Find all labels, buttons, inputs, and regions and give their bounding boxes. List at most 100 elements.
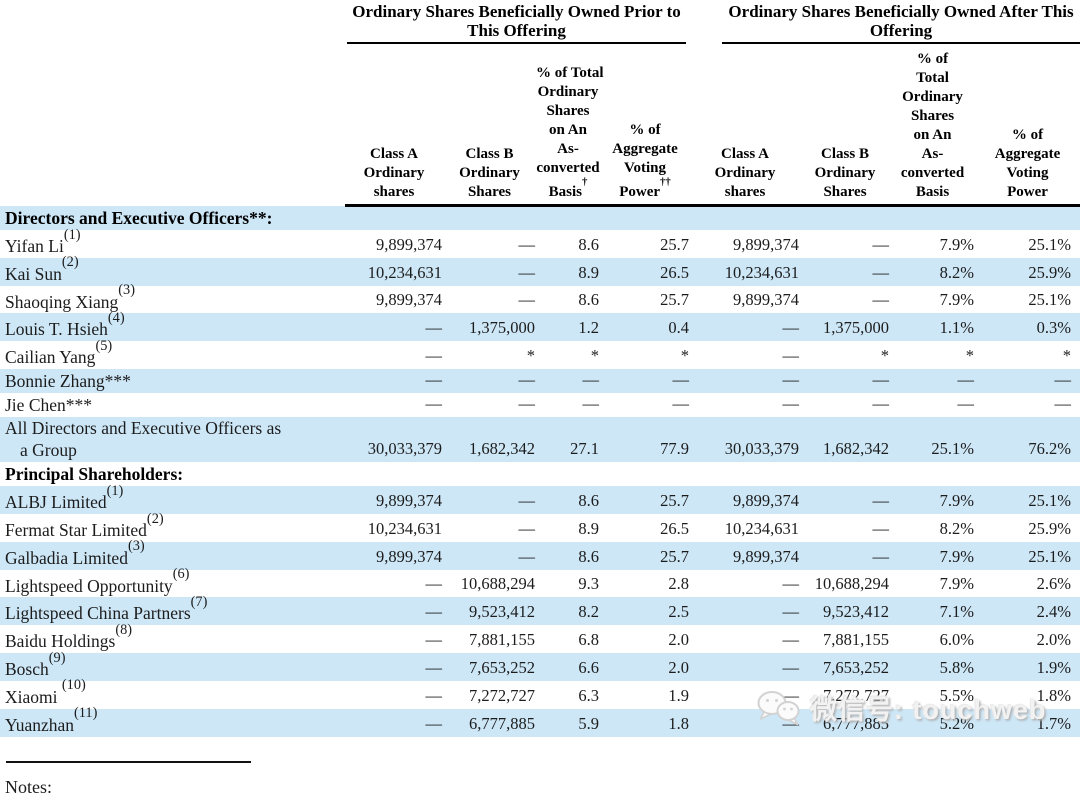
table-row: Fermat Star Limited(2) 10,234,631 — 8.9 26.5…	[0, 511, 1080, 542]
value-cell: 2.0	[668, 630, 690, 650]
value-cell: 8.6	[578, 234, 599, 254]
shareholder-name: Cailian Yang(5)	[5, 337, 113, 368]
value-cell: 6,777,885	[469, 713, 535, 733]
value-cell: 7.1%	[939, 602, 975, 622]
table-row: Baidu Holdings(8) — 7,881,155 6.8 2.0 — 7,881,…	[0, 621, 1080, 653]
value-cell: —	[872, 490, 890, 510]
value-cell: —	[782, 685, 800, 705]
column-header-2: % of Total Ordinary Shares on An As-converte…	[536, 44, 604, 207]
table-row: Yifan Li(1) 9,899,374 — 8.6 25.7 9,899,374 — 7.…	[0, 227, 1080, 258]
value-cell: 5.8%	[939, 657, 975, 677]
value-cell: 8.6	[578, 490, 599, 510]
value-cell: 9,899,374	[376, 234, 442, 254]
shareholder-name: Baidu Holdings(8)	[5, 621, 133, 652]
value-cell: —	[425, 630, 443, 650]
value-cell: —	[518, 394, 536, 414]
value-cell: —	[872, 518, 890, 538]
value-cell: 1,375,000	[823, 318, 890, 338]
value-cell: 2.5	[668, 602, 690, 622]
value-cell: 2.0	[668, 657, 690, 677]
value-cell: 25.1%	[1028, 546, 1072, 566]
column-header-1: Class B Ordinary Shares	[443, 44, 536, 207]
value-cell: 7,272,727	[469, 685, 535, 705]
value-cell: *	[526, 346, 535, 366]
value-cell: 76.2%	[1028, 439, 1072, 459]
value-cell: 9,899,374	[376, 546, 442, 566]
value-cell: 6.3	[578, 685, 599, 705]
value-cell: 0.3%	[1036, 318, 1072, 338]
table-row: Jie Chen*** — — — — — — — —	[0, 393, 1080, 417]
value-cell: 5.5%	[939, 685, 975, 705]
value-cell: —	[957, 394, 975, 414]
value-cell: —	[582, 394, 600, 414]
value-cell: 7,653,252	[823, 657, 890, 677]
shareholder-name: Xiaomi (10)	[5, 677, 86, 707]
value-cell: 8.2%	[939, 518, 975, 538]
value-cell: 8.6	[578, 290, 599, 310]
value-cell: 7.9%	[939, 290, 975, 310]
value-cell: —	[1054, 394, 1072, 414]
value-cell: —	[425, 602, 443, 622]
value-cell: —	[872, 546, 890, 566]
value-cell: —	[782, 602, 800, 622]
column-header-4: Class A Ordinary shares	[690, 44, 801, 207]
value-cell: 6.8	[578, 630, 599, 650]
section-row: Principal Shareholders:	[0, 462, 1080, 486]
section-title: Principal Shareholders:	[5, 464, 184, 485]
value-cell: 8.9	[578, 262, 599, 282]
notes-separator-rule	[6, 760, 251, 763]
column-header-7: % of Aggregate Voting Power	[975, 44, 1080, 207]
value-cell: *	[880, 346, 890, 366]
value-cell: 9,899,374	[733, 546, 800, 566]
column-header-row: Class A Ordinary shares Class B Ordinary Shar…	[0, 44, 1080, 207]
value-cell: —	[518, 262, 536, 282]
value-cell: 1.8	[668, 713, 690, 733]
value-cell: 1,375,000	[469, 318, 535, 338]
value-cell: —	[872, 234, 890, 254]
shareholder-name: Bonnie Zhang***	[5, 371, 131, 392]
value-cell: 7.9%	[939, 546, 975, 566]
column-header-0: Class A Ordinary shares	[345, 44, 443, 207]
value-cell: 25.7	[660, 490, 690, 510]
value-cell: 10,688,294	[814, 574, 890, 594]
value-cell: 2.0%	[1036, 630, 1072, 650]
value-cell: —	[518, 490, 536, 510]
table-row: ALBJ Limited(1) 9,899,374 — 8.6 25.7 9,899,37…	[0, 483, 1080, 514]
value-cell: —	[518, 290, 536, 310]
value-cell: —	[425, 318, 443, 338]
shareholder-name: Louis T. Hsieh(4)	[5, 310, 125, 340]
section-title: Directors and Executive Officers**:	[5, 208, 273, 228]
table-row: Bosch(9) — 7,653,252 6.6 2.0 — 7,653,252 5.8% 1.…	[0, 650, 1080, 681]
value-cell: 7,653,252	[469, 657, 535, 677]
value-cell: 7.9%	[939, 234, 975, 254]
value-cell: —	[782, 346, 800, 366]
value-cell: 7,881,155	[469, 630, 535, 650]
table-row: Kai Sun(2) 10,234,631 — 8.9 26.5 10,234,631 — 8…	[0, 254, 1080, 286]
value-cell: 5.9	[578, 713, 599, 733]
value-cell: 8.2	[578, 602, 599, 622]
group-header-prior-offering: Ordinary Shares Beneficially Owned Prior…	[345, 2, 690, 44]
section-row: Directors and Executive Officers**:	[0, 205, 1080, 230]
value-cell: 1,682,342	[469, 439, 535, 459]
value-cell: —	[518, 370, 536, 390]
value-cell: 26.5	[660, 262, 690, 282]
value-cell: 30,033,379	[367, 439, 442, 459]
table-row: All Directors and Executive Officers as a…	[0, 417, 1080, 463]
shareholder-name: Yuanzhan(11)	[5, 705, 98, 735]
value-cell: 25.7	[660, 290, 690, 310]
value-cell: —	[672, 370, 690, 390]
value-cell: 10,234,631	[367, 262, 442, 282]
value-cell: —	[425, 657, 443, 677]
value-cell: —	[872, 262, 890, 282]
value-cell: —	[782, 394, 800, 414]
value-cell: 9.3	[578, 574, 599, 594]
table-row: Louis T. Hsieh(4) — 1,375,000 1.2 0.4 — 1,375,…	[0, 310, 1080, 342]
value-cell: 9,899,374	[733, 490, 800, 510]
value-cell: 10,234,631	[367, 518, 442, 538]
shareholder-name: Galbadia Limited(3)	[5, 538, 145, 568]
column-header-5: Class B Ordinary Shares	[800, 44, 891, 207]
shareholder-name: Jie Chen***	[5, 395, 93, 416]
value-cell: —	[672, 394, 690, 414]
table-row: Xiaomi (10) — 7,272,727 6.3 1.9 — 7,272,727 5.5…	[0, 677, 1080, 709]
value-cell: 25.9%	[1028, 518, 1072, 538]
